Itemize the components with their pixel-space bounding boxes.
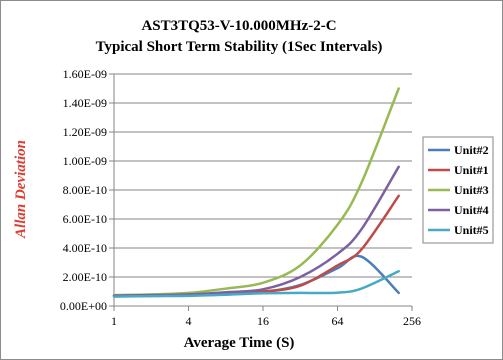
series-line-unit1 bbox=[112, 194, 400, 298]
chart-subtitle: Typical Short Term Stability (1Sec Inter… bbox=[96, 39, 383, 55]
grid-lines bbox=[114, 73, 412, 278]
x-tick-label: 1 bbox=[111, 314, 117, 328]
axes bbox=[113, 74, 412, 307]
series-lines bbox=[112, 87, 400, 298]
x-axis-ticks: 1 4 16 64 256 bbox=[111, 306, 421, 328]
legend-label: Unit#1 bbox=[454, 163, 489, 177]
y-tick-label: 0.00E+00 bbox=[60, 299, 107, 313]
legend-label: Unit#2 bbox=[454, 143, 489, 157]
y-tick-label: 4.00E-10 bbox=[63, 241, 107, 255]
series-line-unit4 bbox=[112, 165, 400, 297]
y-tick-label: 1.40E-09 bbox=[63, 96, 107, 110]
x-tick-label: 256 bbox=[403, 314, 421, 328]
y-tick-label: 1.20E-09 bbox=[63, 125, 107, 139]
y-tick-label: 2.00E-10 bbox=[63, 270, 107, 284]
series-line-unit5 bbox=[112, 269, 400, 298]
x-tick-label: 4 bbox=[186, 314, 192, 328]
y-tick-label: 1.60E-09 bbox=[63, 67, 107, 81]
legend-label: Unit#3 bbox=[454, 183, 489, 197]
legend: Unit#2 Unit#1 Unit#3 Unit#4 Unit#5 bbox=[422, 136, 494, 244]
y-axis-ticks: 0.00E+00 2.00E-10 4.00E-10 6.00E-10 8.00E-10… bbox=[60, 67, 114, 313]
series-line-unit3 bbox=[112, 87, 400, 297]
y-tick-label: 8.00E-10 bbox=[63, 183, 107, 197]
y-axis-label: Allan Deviation bbox=[13, 140, 29, 239]
x-tick-label: 64 bbox=[332, 314, 344, 328]
x-tick-label: 16 bbox=[257, 314, 269, 328]
y-tick-label: 6.00E-10 bbox=[63, 212, 107, 226]
legend-label: Unit#4 bbox=[454, 203, 489, 217]
chart-title: AST3TQ53-V-10.000MHz-2-C bbox=[141, 18, 336, 34]
legend-label: Unit#5 bbox=[454, 223, 489, 237]
y-tick-label: 1.00E-09 bbox=[63, 154, 107, 168]
x-axis-label: Average Time (S) bbox=[184, 335, 295, 351]
